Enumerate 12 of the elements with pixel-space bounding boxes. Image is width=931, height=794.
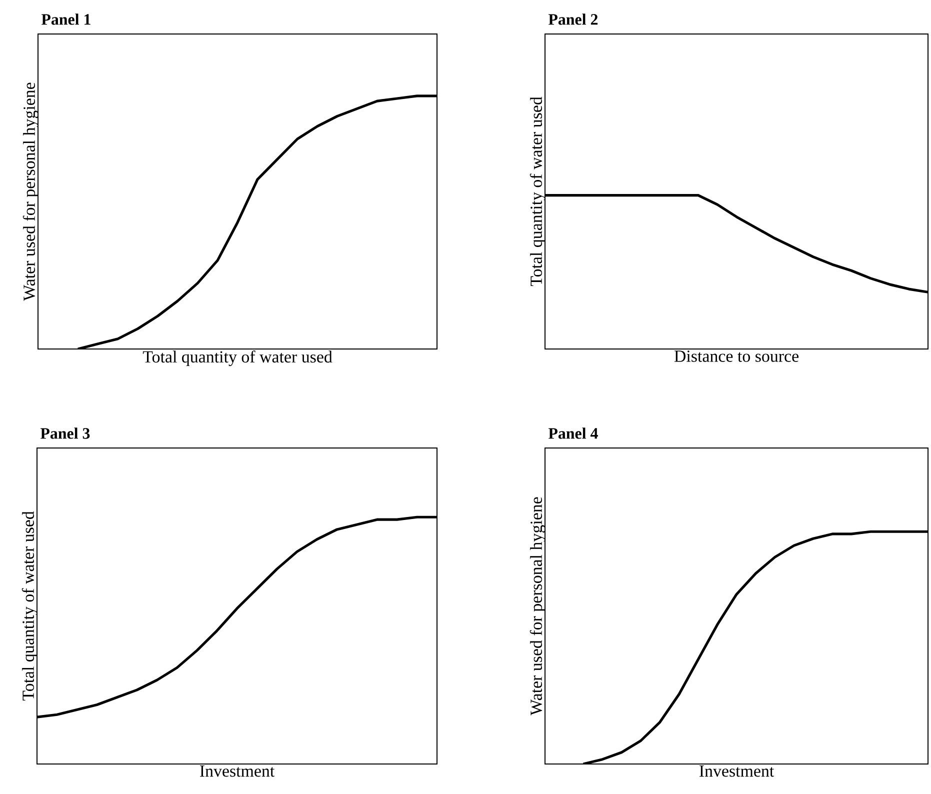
chart-title: Panel 3 <box>40 428 90 439</box>
chart-title: Panel 4 <box>548 428 598 439</box>
x-axis-title: Investment <box>200 766 275 777</box>
y-axis-title: Total quantity of water used <box>530 96 546 286</box>
y-axis-title: Water used for personal hygiene <box>530 497 546 716</box>
x-axis-title: Total quantity of water used <box>142 350 332 366</box>
chart-title: Panel 1 <box>41 14 90 25</box>
chart-title: Panel 2 <box>548 14 598 25</box>
x-axis-title: Investment <box>699 766 774 777</box>
y-axis-title: Water used for personal hygiene <box>22 82 38 301</box>
y-axis-title: Total quantity of water used <box>22 511 38 701</box>
x-axis-title: Distance to source <box>674 350 798 362</box>
